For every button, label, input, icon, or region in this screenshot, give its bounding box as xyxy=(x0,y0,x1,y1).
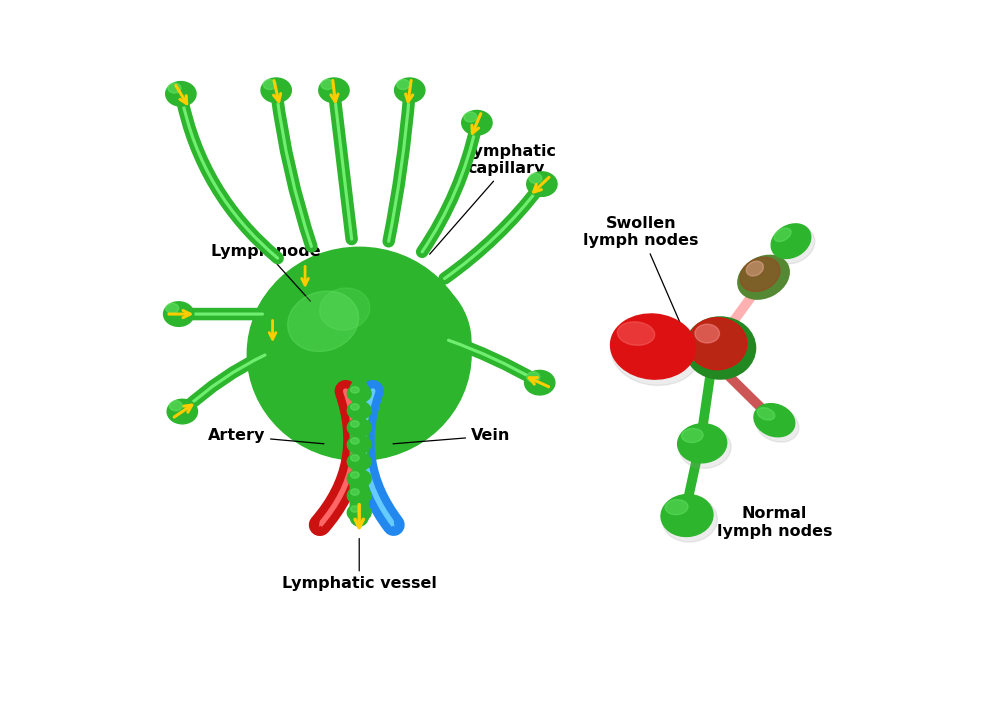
Ellipse shape xyxy=(771,224,811,258)
Ellipse shape xyxy=(351,471,359,478)
Text: Artery: Artery xyxy=(208,428,324,444)
Ellipse shape xyxy=(347,435,371,453)
Text: lymphatic
capillary: lymphatic capillary xyxy=(430,144,557,254)
Ellipse shape xyxy=(679,427,731,469)
Ellipse shape xyxy=(757,408,775,420)
Ellipse shape xyxy=(397,79,410,90)
Ellipse shape xyxy=(746,261,763,276)
Ellipse shape xyxy=(685,317,756,379)
Ellipse shape xyxy=(464,112,477,122)
Ellipse shape xyxy=(378,313,449,380)
Ellipse shape xyxy=(321,79,334,90)
Ellipse shape xyxy=(251,265,402,406)
Ellipse shape xyxy=(678,424,727,463)
Ellipse shape xyxy=(351,438,359,444)
Ellipse shape xyxy=(388,337,453,399)
Ellipse shape xyxy=(271,305,390,417)
Ellipse shape xyxy=(270,313,341,380)
Ellipse shape xyxy=(318,297,430,402)
Ellipse shape xyxy=(754,404,795,437)
Ellipse shape xyxy=(169,401,182,411)
Ellipse shape xyxy=(166,82,196,106)
Ellipse shape xyxy=(665,500,688,515)
Ellipse shape xyxy=(347,487,371,505)
Ellipse shape xyxy=(347,401,371,419)
Ellipse shape xyxy=(611,316,701,386)
Ellipse shape xyxy=(682,428,703,443)
Ellipse shape xyxy=(695,324,719,343)
Ellipse shape xyxy=(312,267,471,412)
Ellipse shape xyxy=(738,256,789,299)
Ellipse shape xyxy=(527,372,540,382)
Ellipse shape xyxy=(525,370,555,395)
Ellipse shape xyxy=(661,495,713,536)
Ellipse shape xyxy=(347,453,371,471)
Ellipse shape xyxy=(611,314,696,379)
Ellipse shape xyxy=(261,78,291,103)
Ellipse shape xyxy=(351,421,359,427)
Ellipse shape xyxy=(688,318,747,370)
Ellipse shape xyxy=(347,469,371,487)
Text: Lymph node: Lymph node xyxy=(211,244,321,301)
Ellipse shape xyxy=(289,297,401,403)
Ellipse shape xyxy=(617,322,655,345)
Ellipse shape xyxy=(527,172,557,196)
Ellipse shape xyxy=(287,272,431,406)
Ellipse shape xyxy=(740,257,780,292)
Ellipse shape xyxy=(288,291,359,352)
Ellipse shape xyxy=(395,78,425,103)
Ellipse shape xyxy=(247,247,471,461)
Ellipse shape xyxy=(269,281,355,362)
Text: Vein: Vein xyxy=(393,428,510,444)
Ellipse shape xyxy=(662,497,717,542)
Text: Normal
lymph nodes: Normal lymph nodes xyxy=(692,506,832,539)
Ellipse shape xyxy=(774,228,791,242)
Ellipse shape xyxy=(367,289,446,361)
Ellipse shape xyxy=(325,303,451,419)
Ellipse shape xyxy=(168,83,181,93)
Ellipse shape xyxy=(164,302,194,326)
Ellipse shape xyxy=(285,264,412,379)
Ellipse shape xyxy=(351,455,359,461)
Ellipse shape xyxy=(529,173,542,183)
Ellipse shape xyxy=(167,399,197,424)
Ellipse shape xyxy=(347,384,371,403)
Ellipse shape xyxy=(756,407,799,442)
Ellipse shape xyxy=(462,110,492,135)
Text: Lymphatic vessel: Lymphatic vessel xyxy=(282,539,437,591)
Ellipse shape xyxy=(312,265,428,378)
Ellipse shape xyxy=(351,404,359,410)
Ellipse shape xyxy=(351,489,359,495)
Ellipse shape xyxy=(262,337,326,399)
Ellipse shape xyxy=(263,79,276,90)
Ellipse shape xyxy=(347,419,371,437)
Ellipse shape xyxy=(320,288,370,330)
Ellipse shape xyxy=(773,227,815,264)
Ellipse shape xyxy=(351,505,359,513)
Ellipse shape xyxy=(166,303,179,313)
Ellipse shape xyxy=(347,504,371,521)
Text: Swollen
lymph nodes: Swollen lymph nodes xyxy=(583,216,699,329)
Ellipse shape xyxy=(319,78,349,103)
Ellipse shape xyxy=(351,387,359,393)
